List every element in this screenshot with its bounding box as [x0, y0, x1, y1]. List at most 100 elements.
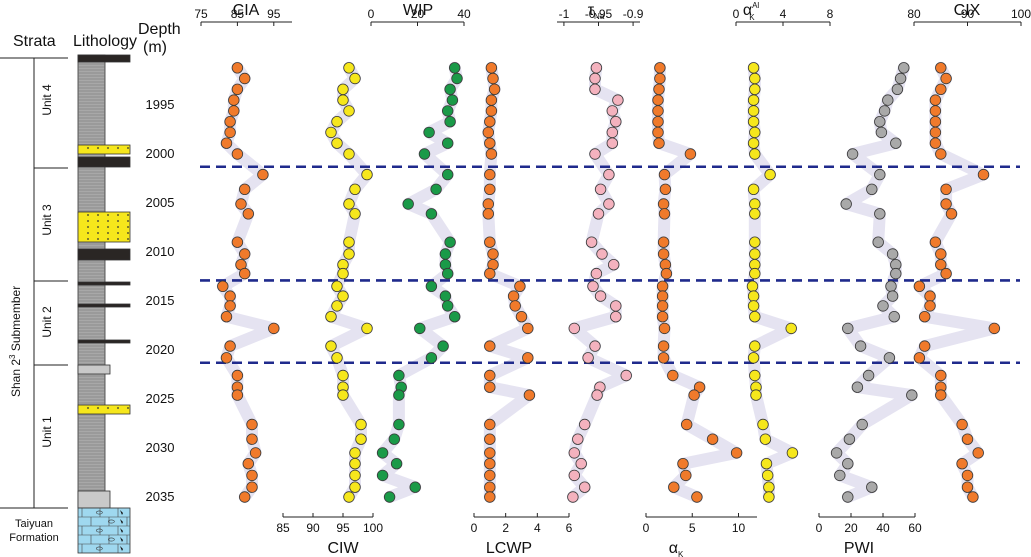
point-alpha_K-21 [658, 322, 671, 335]
point-CIX-24 [935, 369, 947, 382]
point-PWI-24 [862, 369, 875, 382]
tick-label-LCWP: 0 [471, 521, 478, 535]
point-alpha_K-4 [652, 105, 664, 117]
point-alpha_K-16 [660, 267, 673, 280]
point-tau_Na-10 [594, 183, 607, 196]
tick-label-PWI: 0 [816, 521, 823, 535]
sandstone-bed [77, 211, 131, 243]
point-WIP-4 [442, 105, 454, 117]
point-PWI-10 [866, 183, 878, 196]
point-LCWP-3 [485, 94, 498, 106]
sand-dot [127, 232, 129, 234]
point-tau_Na-23 [582, 352, 594, 364]
point-CIW-24 [337, 369, 349, 382]
sandstone-bed [77, 404, 131, 415]
point-CIA-18 [224, 290, 236, 302]
point-alpha_K_Al-24 [749, 369, 761, 382]
point-CIX-6 [929, 126, 942, 139]
point-alpha_K_Al-19 [747, 300, 760, 312]
point-CIA-29 [249, 447, 262, 459]
sand-dot [107, 407, 109, 409]
shan-submember-label: Shan 23 Submember [8, 286, 23, 397]
point-tau_Na-22 [589, 340, 601, 352]
point-LCWP-25 [484, 381, 496, 393]
point-alpha_K-3 [652, 94, 664, 106]
tick-label-CIA: 75 [194, 7, 208, 21]
point-alpha_K_Al-0 [747, 62, 760, 74]
point-alpha_K_Al-2 [749, 83, 761, 96]
axis-tau_Na: -1 -0.95 -0.9 τNa [557, 2, 644, 26]
point-CIA-1 [238, 72, 251, 85]
point-CIX-29 [972, 447, 984, 459]
point-CIX-10 [940, 183, 952, 196]
point-CIW-26 [337, 389, 349, 401]
depth-tick-label: 2020 [146, 342, 175, 357]
point-LCWP-22 [484, 340, 496, 352]
axis-title-tau_Na: τNa [588, 2, 605, 21]
point-CIX-12 [945, 208, 958, 220]
sand-dot [127, 226, 129, 228]
depth-tick-label: 2030 [146, 440, 175, 455]
point-tau_Na-5 [610, 115, 622, 128]
fossil-mark [96, 528, 103, 533]
point-alpha_K_Al-5 [747, 115, 760, 128]
point-tau_Na-28 [572, 433, 584, 445]
point-alpha_K_Al-26 [750, 389, 762, 401]
point-CIX-1 [940, 72, 952, 85]
point-PWI-22 [854, 340, 867, 352]
axis-title-CIA: CIA [233, 2, 260, 19]
point-CIX-31 [961, 469, 974, 482]
fossil-mark [108, 519, 115, 524]
point-tau_Na-15 [608, 259, 620, 271]
point-alpha_K_Al-32 [763, 481, 775, 493]
fossil-mark [96, 510, 103, 515]
point-PWI-23 [883, 352, 896, 364]
point-LCWP-10 [484, 183, 496, 196]
sand-dot [97, 238, 99, 240]
point-PWI-3 [882, 94, 894, 106]
tick-label-WIP: 20 [411, 7, 425, 21]
point-alpha_K_Al-16 [749, 267, 761, 280]
point-CIA-24 [231, 369, 244, 382]
point-alpha_K_Al-28 [759, 433, 772, 445]
point-tau_Na-11 [603, 198, 615, 210]
point-LCWP-11 [482, 198, 495, 210]
point-LCWP-30 [484, 458, 496, 470]
depth-tick-label: 2005 [146, 195, 175, 210]
point-alpha_K_Al-22 [749, 340, 761, 352]
sand-dot [87, 238, 89, 240]
mudstone-column [77, 54, 106, 509]
point-LCWP-4 [485, 105, 498, 117]
point-WIP-31 [376, 469, 389, 482]
depth-axis: 1995 2000 2005 2010 2015 2020 2025 2030 2035 [146, 97, 175, 504]
point-WIP-28 [388, 433, 401, 445]
point-LCWP-13 [484, 236, 496, 248]
trend-band-PWI [830, 61, 918, 503]
point-LCWP-0 [485, 62, 498, 74]
point-alpha_K-7 [653, 137, 665, 149]
point-PWI-5 [874, 115, 886, 128]
coal-seam [77, 54, 131, 63]
point-WIP-11 [402, 198, 414, 210]
point-CIA-28 [246, 433, 258, 445]
point-PWI-4 [878, 105, 891, 117]
point-LCWP-28 [484, 433, 496, 445]
point-PWI-2 [891, 83, 904, 96]
point-CIA-21 [268, 322, 280, 335]
point-WIP-17 [425, 280, 438, 293]
point-PWI-27 [856, 418, 868, 431]
point-CIX-15 [935, 259, 947, 271]
point-alpha_K-30 [677, 458, 689, 470]
point-alpha_K-10 [659, 183, 672, 196]
fossil-mark [120, 528, 123, 533]
sandstone-bed [77, 144, 131, 155]
point-WIP-9 [442, 168, 454, 181]
point-alpha_K-20 [656, 311, 669, 323]
point-tau_Na-16 [590, 267, 603, 280]
point-CIW-1 [349, 72, 361, 85]
point-WIP-7 [442, 137, 454, 149]
point-WIP-20 [449, 311, 461, 323]
taiyuan-label-line2: Formation [9, 532, 59, 544]
fossil-mark [120, 510, 123, 515]
tick-label-alpha_K_Al: 0 [733, 7, 740, 21]
